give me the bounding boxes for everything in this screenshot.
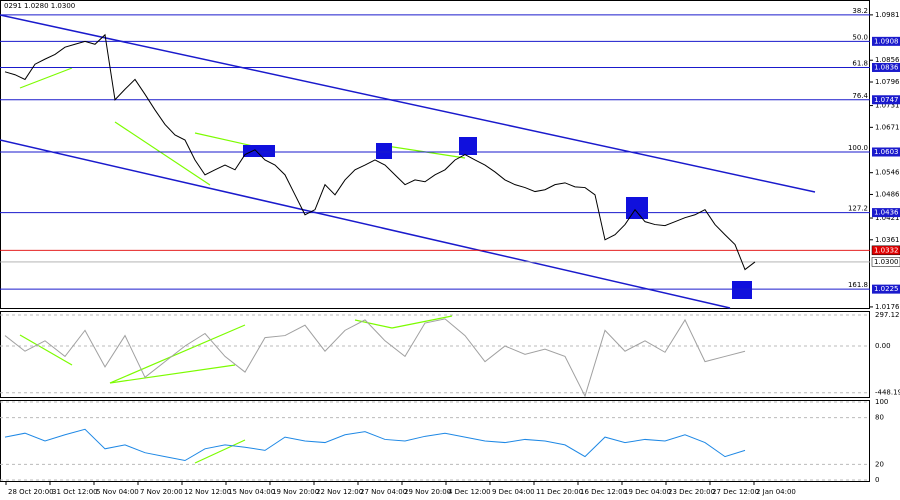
- fib-label: 100.0: [848, 144, 868, 152]
- x-label: 11 Dec 20:00: [536, 488, 583, 496]
- osc-label: 0: [875, 476, 879, 484]
- marker-box: [871, 257, 900, 267]
- price-label: 1.0796: [875, 78, 900, 86]
- fib-label: 50.0: [852, 33, 868, 41]
- osc-label: -448.195: [875, 389, 900, 397]
- price-box: [872, 36, 900, 46]
- channel-top: [0, 14, 816, 193]
- rsi-panel: [0, 400, 870, 482]
- header-text: 0291 1.0280 1.0300: [4, 2, 75, 10]
- osc-label: 297.1261: [875, 311, 900, 319]
- fib-label: 76.4: [852, 92, 868, 100]
- price-label: 1.0856: [875, 56, 900, 64]
- price-box-label: 1.0603: [874, 148, 899, 156]
- x-label: 4 Dec 12:00: [448, 488, 491, 496]
- price-line: [4, 33, 756, 271]
- signal-boxes: [243, 137, 752, 299]
- x-label: 15 Nov 04:00: [228, 488, 275, 496]
- x-label: 19 Dec 04:00: [624, 488, 671, 496]
- x-label: 9 Dec 04:00: [492, 488, 535, 496]
- price-box-label: 1.0836: [874, 63, 899, 71]
- fib-label: 61.8: [852, 59, 868, 67]
- x-label: 27 Dec 12:00: [712, 488, 759, 496]
- price-box: [872, 284, 900, 294]
- price-box-label: 1.0908: [874, 37, 899, 45]
- x-label: 2 Jan 04:00: [756, 488, 796, 496]
- x-label: 7 Nov 20:00: [140, 488, 183, 496]
- price-label: 1.0361: [875, 236, 900, 244]
- rsi-line: [4, 428, 746, 462]
- price-box-label: 1.0225: [874, 285, 899, 293]
- price-label: 1.0486: [875, 190, 900, 198]
- x-label: 27 Nov 04:00: [360, 488, 407, 496]
- cci-line: [4, 318, 746, 398]
- channel-bottom: [0, 139, 731, 309]
- price-label: 1.0546: [875, 169, 900, 177]
- x-label: 12 Nov 12:00: [184, 488, 231, 496]
- x-label: 22 Nov 12:00: [316, 488, 363, 496]
- x-label: 5 Nov 04:00: [96, 488, 139, 496]
- price-label: 1.0421: [875, 214, 900, 222]
- price-label: 1.0981: [875, 11, 900, 19]
- price-box: [872, 147, 900, 157]
- price-box: [872, 208, 900, 218]
- marker-label: 1.0332: [874, 246, 899, 254]
- osc-label: 0.00: [875, 342, 891, 350]
- price-box: [872, 62, 900, 72]
- cci-panel: [0, 311, 870, 398]
- main-panel: [0, 0, 870, 309]
- x-label: 31 Oct 12:00: [52, 488, 98, 496]
- osc-label: 100: [875, 398, 888, 406]
- marker-box: [871, 245, 900, 256]
- green-lines: [19, 67, 466, 464]
- x-label: 19 Nov 20:00: [272, 488, 319, 496]
- price-label: 1.0176: [875, 303, 900, 311]
- x-label: 29 Nov 20:00: [404, 488, 451, 496]
- price-label: 1.0671: [875, 123, 900, 131]
- marker-label: 1.0300: [874, 258, 899, 266]
- fib-label: 161.8: [848, 281, 868, 289]
- price-box: [872, 95, 900, 105]
- price-label: 1.0731: [875, 102, 900, 110]
- price-box-label: 1.0436: [874, 209, 899, 217]
- fib-label: 127.2: [848, 205, 868, 213]
- x-label: 16 Dec 12:00: [580, 488, 627, 496]
- fib-label: 38.2: [852, 7, 868, 15]
- x-label: 23 Dec 20:00: [668, 488, 715, 496]
- osc-label: 20: [875, 460, 884, 468]
- x-label: 28 Oct 20:00: [8, 488, 54, 496]
- price-box-label: 1.0747: [874, 96, 899, 104]
- osc-label: 80: [875, 414, 884, 422]
